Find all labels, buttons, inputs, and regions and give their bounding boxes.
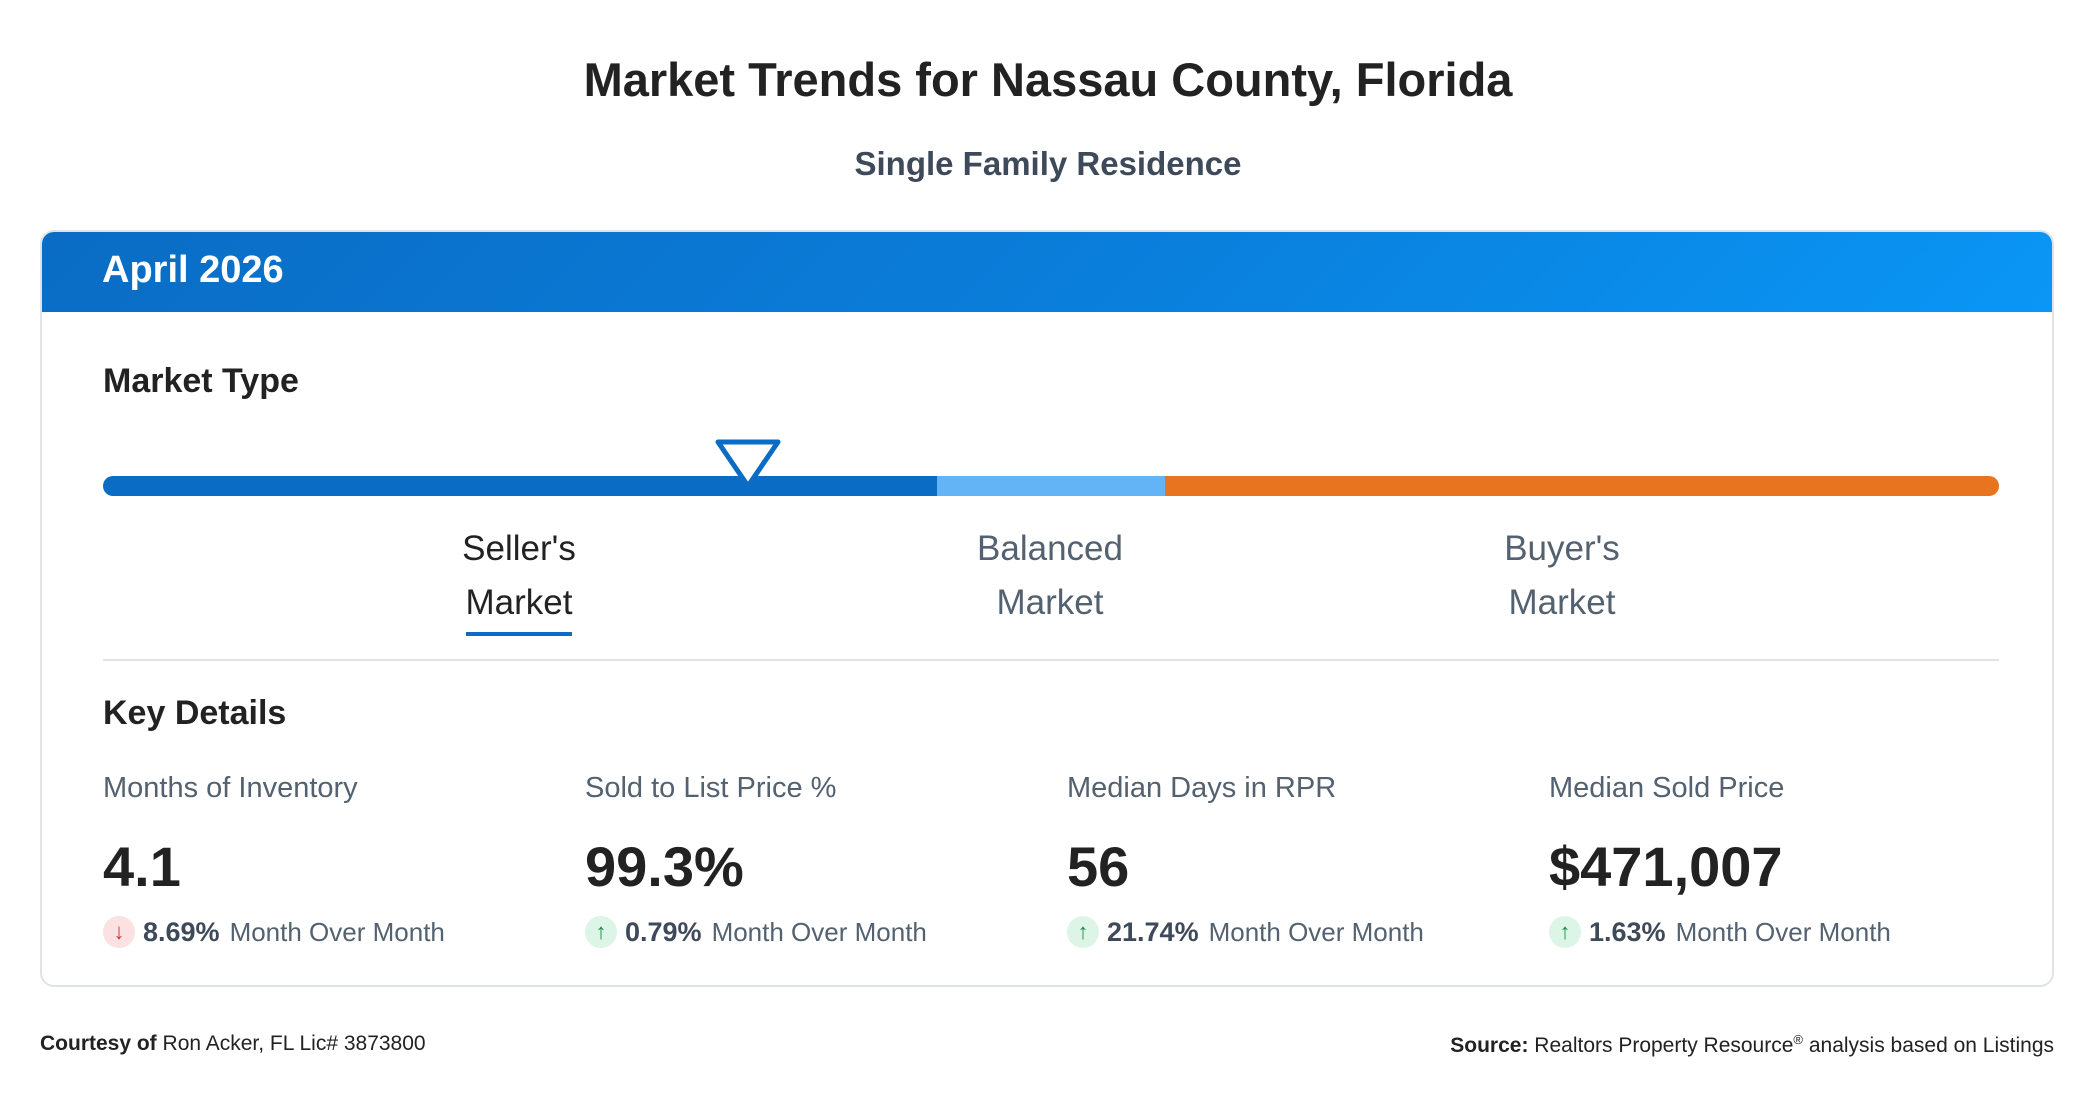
card-header-title: April 2026 [102, 249, 284, 291]
market-trends-card: April 2026 Market Type Seller's Market B… [40, 230, 2054, 987]
metric-change: ↓ 8.69% Month Over Month [103, 916, 563, 948]
sellers-market-line1: Seller's [462, 529, 576, 568]
buyers-market-line2: Market [1508, 583, 1616, 622]
metric-change: ↑ 21.74% Month Over Month [1067, 916, 1527, 948]
arrow-down-icon: ↓ [103, 916, 135, 948]
page-title: Market Trends for Nassau County, Florida [583, 53, 1513, 106]
metric-change-percent: 1.63% [1589, 916, 1666, 947]
metric-change-percent: 21.74% [1107, 916, 1199, 947]
courtesy-label: Courtesy of [40, 1032, 157, 1055]
arrow-up-icon: ↑ [1067, 916, 1099, 948]
metric-change-text: Month Over Month [711, 916, 927, 947]
metric-change-text: Month Over Month [229, 916, 445, 947]
buyer-market-bar [1165, 476, 1999, 496]
metric-change-percent: 0.79% [625, 916, 702, 947]
balanced-market-line1: Balanced [977, 529, 1123, 568]
metric-months-of-inventory: Months of Inventory 4.1 ↓ 8.69% Month Ov… [103, 772, 563, 948]
buyers-market-label: Buyer's Market [1412, 522, 1712, 630]
metric-label: Median Days in RPR [1067, 772, 1337, 804]
arrow-up-icon: ↑ [585, 916, 617, 948]
metric-value: 4.1 [103, 835, 181, 898]
metric-change: ↑ 0.79% Month Over Month [585, 916, 1045, 948]
market-type-title: Market Type [103, 362, 299, 400]
registered-mark: ® [1793, 1032, 1803, 1047]
metric-median-sold-price: Median Sold Price $471,007 ↑ 1.63% Month… [1549, 772, 2009, 948]
footer-courtesy: Courtesy of Ron Acker, FL Lic# 3873800 [40, 1032, 426, 1056]
metric-change: ↑ 1.63% Month Over Month [1549, 916, 2009, 948]
courtesy-text: Ron Acker, FL Lic# 3873800 [162, 1032, 426, 1055]
section-divider [103, 659, 1999, 661]
metric-label: Sold to List Price % [585, 772, 837, 804]
arrow-up-icon: ↑ [1549, 916, 1581, 948]
metric-label: Median Sold Price [1549, 772, 1785, 804]
card-header: April 2026 [42, 232, 2052, 312]
footer-source: Source: Realtors Property Resource® anal… [1450, 1032, 2054, 1058]
balanced-market-bar [937, 476, 1165, 496]
sellers-market-label: Seller's Market [369, 522, 669, 636]
source-text-2: analysis based on Listings [1808, 1034, 2054, 1057]
balanced-market-label: Balanced Market [900, 522, 1200, 630]
metric-value: $471,007 [1549, 835, 1783, 898]
source-text-1: Realtors Property Resource [1534, 1034, 1794, 1057]
metric-value: 99.3% [585, 835, 744, 898]
metric-label: Months of Inventory [103, 772, 358, 804]
seller-market-bar [103, 476, 937, 496]
key-details-title: Key Details [103, 694, 287, 732]
market-indicator-icon [715, 439, 781, 489]
sellers-market-line2: Market [465, 576, 573, 636]
metric-sold-to-list-price: Sold to List Price % 99.3% ↑ 0.79% Month… [585, 772, 1045, 948]
metric-change-percent: 8.69% [143, 916, 220, 947]
buyers-market-line1: Buyer's [1504, 529, 1620, 568]
metric-change-text: Month Over Month [1208, 916, 1424, 947]
source-label: Source: [1450, 1034, 1529, 1057]
page-subtitle: Single Family Residence [854, 145, 1242, 182]
metric-median-days-in-rpr: Median Days in RPR 56 ↑ 21.74% Month Ove… [1067, 772, 1527, 948]
balanced-market-line2: Market [996, 583, 1104, 622]
metric-change-text: Month Over Month [1675, 916, 1891, 947]
metric-value: 56 [1067, 835, 1130, 898]
